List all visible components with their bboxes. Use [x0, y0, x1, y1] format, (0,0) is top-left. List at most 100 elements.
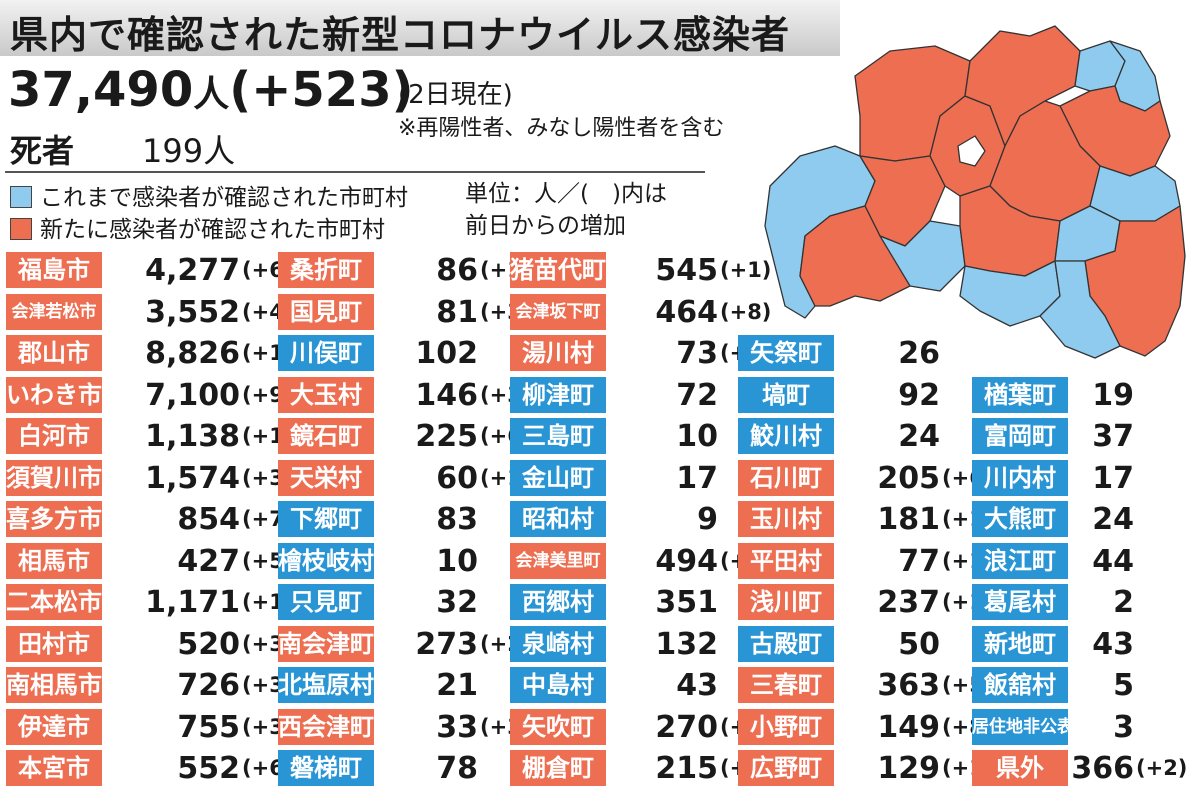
case-count: 92: [898, 377, 940, 413]
municipality-row: 小野町 149 (+8): [738, 709, 993, 745]
municipality-name: 猪苗代町: [510, 252, 606, 288]
legend-divider: [5, 171, 705, 173]
municipality-row: 塙町 92: [738, 377, 940, 413]
municipality-name: 金山町: [510, 460, 606, 496]
case-count: 26: [898, 335, 940, 371]
case-count: 72: [676, 377, 718, 413]
case-count: 726: [177, 667, 240, 703]
case-increase: (+2): [1136, 756, 1188, 780]
case-count: 427: [177, 543, 240, 579]
case-count: 77: [898, 543, 940, 579]
case-count: 32: [436, 584, 478, 620]
municipality-row: 国見町 81 (+3): [278, 294, 531, 330]
case-count: 83: [436, 501, 478, 537]
case-count: 7,100: [145, 377, 240, 413]
municipality-name: 矢吹町: [510, 709, 606, 745]
case-increase: (+1): [720, 258, 772, 282]
case-count: 755: [177, 709, 240, 745]
case-increase: (+8): [720, 300, 772, 324]
municipality-name: 国見町: [278, 294, 374, 330]
unit-note-line2: 前日からの増加: [465, 213, 626, 239]
map-region-white: [957, 135, 986, 167]
municipality-row: 浪江町 44: [972, 543, 1134, 579]
municipality-name: 須賀川市: [6, 460, 102, 496]
municipality-name: 浅川町: [738, 584, 834, 620]
case-count: 10: [676, 418, 718, 454]
legend-new: 新たに感染者が確認された市町村: [10, 210, 385, 244]
page-title: 県内で確認された新型コロナウイルス感染者: [10, 13, 791, 57]
municipality-row: 南相馬市 726 (+3): [6, 667, 293, 703]
case-count: 9: [697, 501, 718, 537]
municipality-name: 会津美里町: [510, 543, 606, 579]
total-change: (+523): [229, 62, 414, 118]
municipality-name: 伊達市: [6, 709, 102, 745]
municipality-name: 三島町: [510, 418, 606, 454]
municipality-name: 北塩原村: [278, 667, 374, 703]
map-region-higashishirakawa: [1039, 260, 1121, 359]
case-count: 552: [177, 750, 240, 786]
municipality-name: 泉崎村: [510, 626, 606, 662]
municipality-row: 葛尾村 2: [972, 584, 1134, 620]
municipality-name: 湯川村: [510, 335, 606, 371]
municipality-row: 会津坂下町 464 (+8): [510, 294, 771, 330]
municipality-name: 楢葉町: [972, 377, 1068, 413]
municipality-row: 天栄村 60 (+1): [278, 460, 531, 496]
case-count: 1,574: [145, 460, 240, 496]
municipality-name: 葛尾村: [972, 584, 1068, 620]
municipality-row: 伊達市 755 (+3): [6, 709, 293, 745]
municipality-name: 下郷町: [278, 501, 374, 537]
deaths-value: 199人: [142, 132, 236, 170]
case-count: 4,277: [145, 252, 240, 288]
municipality-name: 石川町: [738, 460, 834, 496]
municipality-name: 古殿町: [738, 626, 834, 662]
municipality-row: 下郷町 83: [278, 501, 478, 537]
municipality-name: 白河市: [6, 418, 102, 454]
municipality-name: 塙町: [738, 377, 834, 413]
municipality-name: 大玉村: [278, 377, 374, 413]
municipality-row: 川俣町 102: [278, 335, 478, 371]
case-count: 50: [898, 626, 940, 662]
municipality-row: 磐梯町 78: [278, 750, 478, 786]
municipality-name: 西郷村: [510, 584, 606, 620]
municipality-row: 泉崎村 132: [510, 626, 718, 662]
municipality-name: 玉川村: [738, 501, 834, 537]
legend-new-label: 新たに感染者が確認された市町村: [40, 217, 385, 243]
municipality-row: 大玉村 146 (+3): [278, 377, 531, 413]
case-count: 102: [415, 335, 478, 371]
deaths-label: 死者: [10, 132, 75, 170]
case-count: 73: [676, 335, 718, 371]
case-count: 237: [877, 584, 940, 620]
municipality-row: 柳津町 72: [510, 377, 718, 413]
case-count: 351: [655, 584, 718, 620]
count-note: ※再陽性者、みなし陽性者を含む: [398, 116, 725, 141]
municipality-row: 二本松市 1,171 (+13): [6, 584, 308, 620]
municipality-name: 三春町: [738, 667, 834, 703]
municipality-row: 県外 366 (+2): [972, 750, 1187, 786]
municipality-row: 三島町 10: [510, 418, 718, 454]
municipality-row: 北塩原村 21: [278, 667, 478, 703]
municipality-name: 会津若松市: [6, 294, 102, 330]
case-count: 3,552: [145, 294, 240, 330]
municipality-name: いわき市: [6, 377, 102, 413]
case-count: 545: [655, 252, 718, 288]
municipality-name: 新地町: [972, 626, 1068, 662]
municipality-row: 浅川町 237 (+1): [738, 584, 993, 620]
case-count: 19: [1092, 377, 1134, 413]
municipality-row: 福島市 4,277 (+62): [6, 252, 308, 288]
case-count: 520: [177, 626, 240, 662]
municipality-row: 石川町 205 (+6): [738, 460, 993, 496]
case-count: 494: [655, 543, 718, 579]
case-count: 132: [655, 626, 718, 662]
municipality-name: 磐梯町: [278, 750, 374, 786]
municipality-row: 南会津町 273 (+2): [278, 626, 531, 662]
legend-confirmed: これまで感染者が確認された市町村: [10, 178, 408, 212]
municipality-name: 広野町: [738, 750, 834, 786]
case-count: 205: [877, 460, 940, 496]
case-count: 366: [1071, 750, 1134, 786]
municipality-name: 二本松市: [6, 584, 102, 620]
municipality-row: 会津若松市 3,552 (+49): [6, 294, 308, 330]
municipality-name: 喜多方市: [6, 501, 102, 537]
total-unit: 人: [193, 74, 230, 115]
